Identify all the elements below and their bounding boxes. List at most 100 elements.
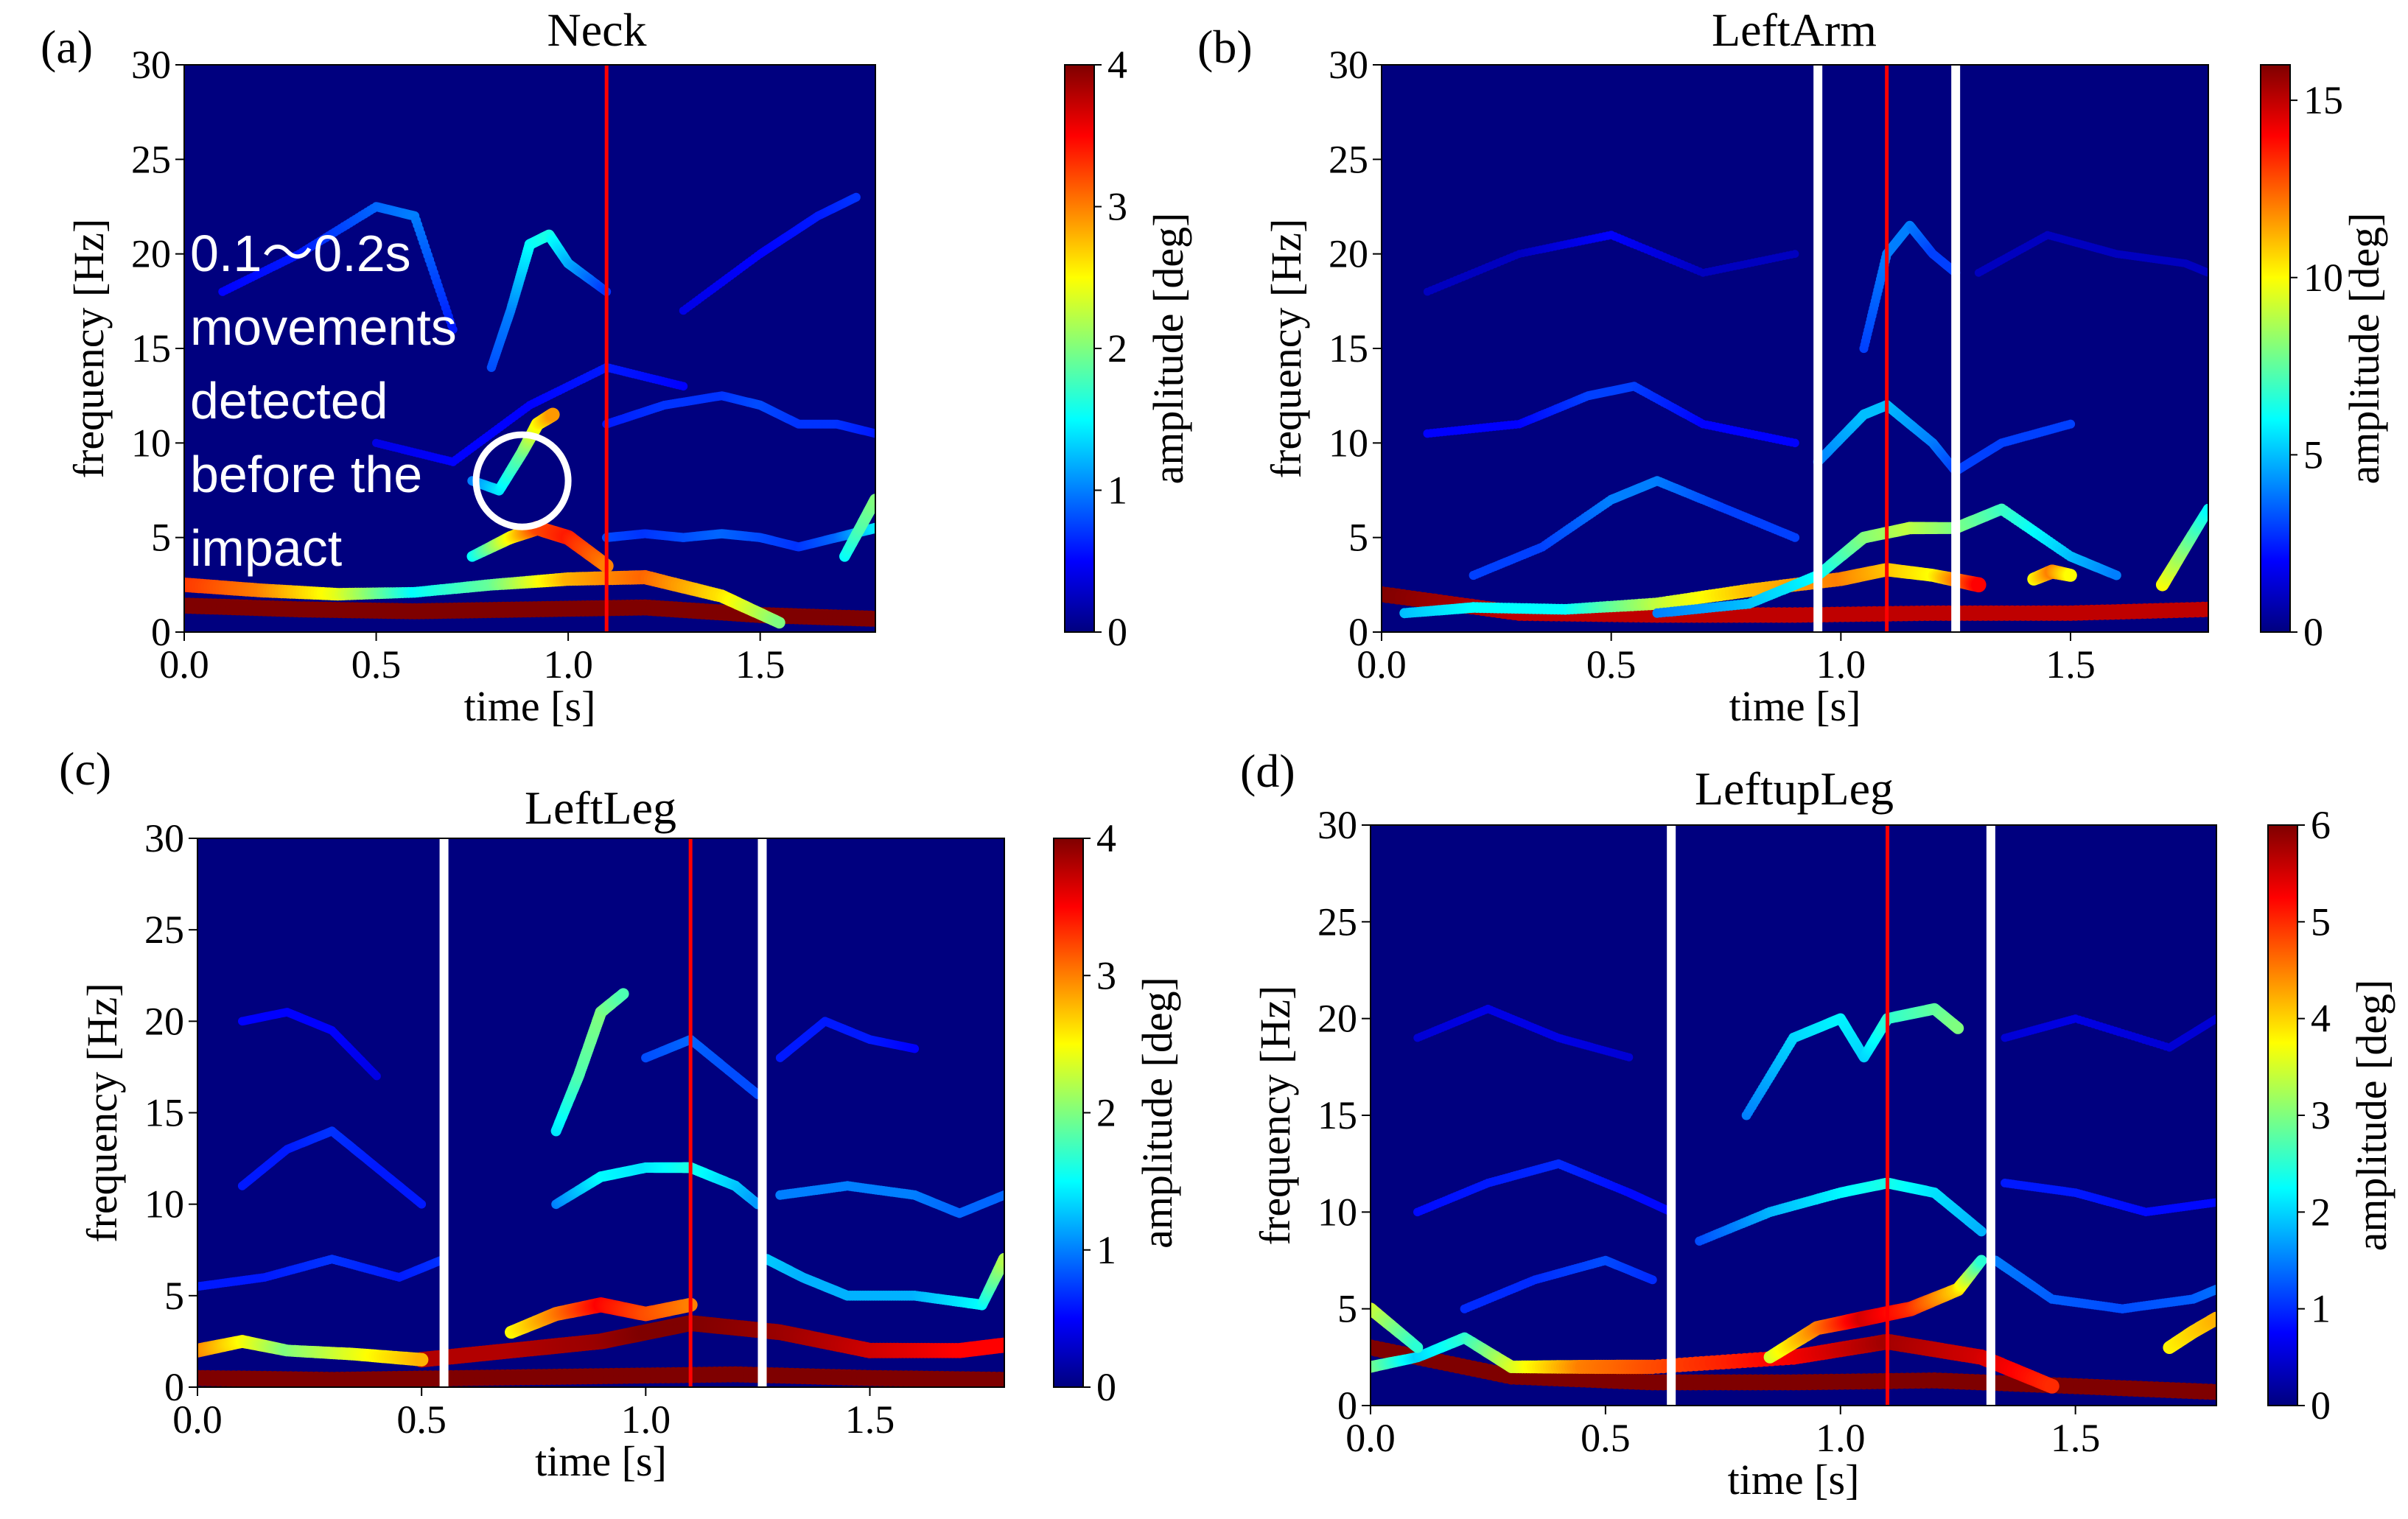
panel-title: LeftLeg <box>525 782 676 834</box>
y-tick-label: 5 <box>151 516 171 560</box>
panel-label: (b) <box>1197 21 1253 73</box>
colorbar-tick-label: 2 <box>1096 1091 1116 1135</box>
y-tick-label: 10 <box>1329 421 1368 465</box>
series-f9 <box>1974 231 2208 277</box>
y-tick-label: 25 <box>144 908 184 952</box>
ridge-point <box>851 192 861 202</box>
ridge-point <box>2065 419 2076 429</box>
y-tick-label: 25 <box>1329 137 1368 181</box>
colorbar-tick-label: 3 <box>1096 953 1116 997</box>
segment-separator <box>439 838 449 1387</box>
ridge-point <box>1791 438 1799 448</box>
y-tick-label: 0 <box>151 610 171 654</box>
series-f4 <box>505 1297 698 1339</box>
colorbar-label: amplitude [deg] <box>1133 977 1181 1249</box>
y-tick-label: 0 <box>1348 610 1368 654</box>
series-f8 <box>775 1181 1004 1218</box>
x-axis-label: time [s] <box>535 1437 667 1485</box>
series-f3 <box>197 1335 429 1367</box>
y-tick-label: 0 <box>164 1365 184 1409</box>
ridge-point <box>2111 570 2121 580</box>
series-f4 <box>467 407 560 496</box>
colorbar-tick-label: 0 <box>1096 1365 1116 1409</box>
series-f12 <box>641 1034 763 1099</box>
ridge-point <box>2204 268 2208 277</box>
y-axis-label: frequency [Hz] <box>65 219 113 479</box>
series-f4 <box>1371 1302 1424 1353</box>
axes-background <box>1382 65 2208 632</box>
y-axis-label: frequency [Hz] <box>1262 219 1310 479</box>
colorbar <box>1064 64 1095 633</box>
x-tick-label: 1.5 <box>845 1397 895 1442</box>
x-tick-label: 0.5 <box>1586 642 1637 687</box>
panel-label: (a) <box>41 21 93 73</box>
ridge-point <box>869 494 875 506</box>
colorbar-tick-label: 1 <box>1096 1228 1116 1272</box>
ridge-point <box>1971 577 1987 593</box>
colorbar-label: amplitude [deg] <box>2340 213 2388 485</box>
colorbar-tick-label: 10 <box>2303 256 2343 300</box>
y-tick-label: 30 <box>144 816 184 860</box>
y-tick-label: 15 <box>1329 326 1368 371</box>
y-tick-label: 5 <box>164 1274 184 1318</box>
colorbar-tick-label: 5 <box>2303 432 2323 477</box>
ridge-point <box>679 382 688 391</box>
x-tick-label: 1.0 <box>621 1397 671 1442</box>
ridge-point <box>996 1372 1004 1387</box>
series-f2 <box>1371 1332 2059 1394</box>
colorbar-tick-label: 1 <box>1107 469 1127 513</box>
x-tick-label: 0.0 <box>159 642 209 687</box>
colorbar-tick-label: 2 <box>1107 326 1127 371</box>
segment-separator <box>1951 65 1961 632</box>
plot-area <box>197 988 1004 1387</box>
y-tick-label: 5 <box>1348 516 1368 560</box>
series-f5 <box>1469 476 1800 580</box>
series-f7 <box>1859 220 1961 354</box>
series-f10 <box>237 1126 427 1209</box>
ridge-point <box>773 617 785 629</box>
y-tick-label: 20 <box>144 999 184 1043</box>
panel-title: LeftArm <box>1712 4 1877 56</box>
x-axis-label: time [s] <box>464 682 596 730</box>
panel-label: (c) <box>59 743 111 795</box>
colorbar-tick-label: 4 <box>1107 43 1127 87</box>
series-f11 <box>238 1008 381 1081</box>
ridge-point <box>2044 1378 2059 1394</box>
series-f6 <box>602 522 875 552</box>
x-tick-label: 0.0 <box>172 1397 223 1442</box>
highlight-circle <box>472 431 572 530</box>
panel-title: Neck <box>547 4 646 56</box>
plot-area <box>1382 220 2208 623</box>
ridge-point <box>417 1199 427 1209</box>
x-tick-label: 1.0 <box>543 642 593 687</box>
colorbar-label: amplitude [deg] <box>1144 213 1192 485</box>
series-f10 <box>2027 564 2077 586</box>
ridge-point <box>372 1072 381 1081</box>
series-f11 <box>839 494 875 562</box>
colorbar <box>2260 64 2291 633</box>
colorbar-tick-label: 0 <box>2303 610 2323 654</box>
y-axis-label: frequency [Hz] <box>78 983 126 1243</box>
series-f1 <box>1371 1339 2216 1400</box>
ridge-point <box>2200 601 2208 617</box>
y-tick-label: 10 <box>144 1182 184 1227</box>
x-tick-label: 1.0 <box>1816 642 1866 687</box>
x-tick-label: 0.0 <box>1357 642 1407 687</box>
series-f9 <box>550 988 629 1137</box>
y-tick-label: 30 <box>1329 43 1368 87</box>
plot-area <box>184 192 875 629</box>
x-tick-label: 0.5 <box>351 642 402 687</box>
ridge-point <box>867 611 875 627</box>
segment-separator <box>1813 65 1823 632</box>
ridge-point <box>1790 533 1800 542</box>
ridge-point <box>617 988 629 1000</box>
ridge-point <box>1791 250 1799 259</box>
series-f5 <box>197 1255 449 1291</box>
ridge-point <box>415 1353 429 1367</box>
colorbar-tick-label: 4 <box>1096 816 1116 860</box>
colorbar-tick-label: 0 <box>1107 610 1127 654</box>
